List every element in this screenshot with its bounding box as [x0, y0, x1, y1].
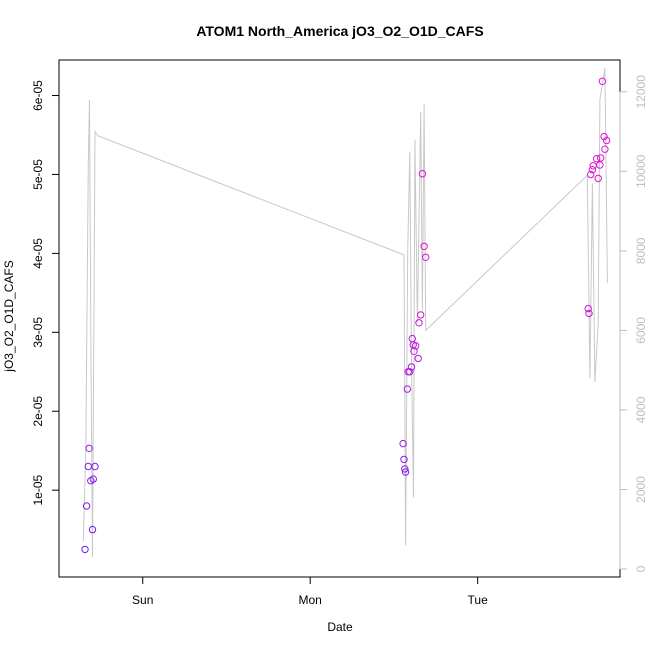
- data-point: [412, 342, 420, 350]
- data-point: [399, 439, 407, 448]
- data-point: [588, 166, 597, 174]
- data-point: [82, 502, 91, 510]
- altitude-line-series: [82, 67, 608, 558]
- y-tick-label: 3e-05: [31, 317, 45, 348]
- y-axis: 1e-05 2e-05 3e-05 4e-05 5e-05 6e-05: [31, 80, 60, 506]
- y-axis-label: jO3_O2_O1D_CAFS: [2, 260, 16, 372]
- data-point: [401, 468, 410, 476]
- data-point: [418, 170, 427, 178]
- y2-tick-label: 2000: [634, 476, 648, 503]
- data-point: [415, 319, 423, 327]
- y2-tick-label: 4000: [634, 396, 648, 423]
- data-point: [406, 368, 414, 376]
- data-point: [84, 462, 93, 471]
- y-tick-label: 4e-05: [31, 238, 45, 269]
- y-tick-label: 1e-05: [31, 475, 45, 506]
- data-point: [89, 475, 98, 483]
- y2-tick-label: 6000: [634, 317, 648, 344]
- data-point: [401, 465, 409, 473]
- altitude-line: [82, 67, 608, 558]
- data-point: [592, 155, 601, 163]
- data-point: [601, 145, 609, 153]
- x-tick-label: Tue: [468, 593, 489, 607]
- data-point: [600, 132, 608, 141]
- y2-tick-label: 0: [634, 565, 648, 572]
- chart-title: ATOM1 North_America jO3_O2_O1D_CAFS: [196, 23, 483, 39]
- data-point: [420, 242, 428, 251]
- data-point: [587, 170, 595, 179]
- data-point: [91, 462, 99, 471]
- data-point: [417, 311, 425, 319]
- y-tick-label: 5e-05: [31, 159, 45, 190]
- plot-area: [58, 59, 621, 578]
- points-series: [81, 77, 611, 554]
- data-point: [596, 161, 604, 169]
- data-point: [414, 354, 422, 363]
- data-point: [597, 154, 605, 162]
- plot-frame: [58, 59, 621, 578]
- data-point: [422, 253, 430, 261]
- data-point: [407, 363, 416, 371]
- y2-tick-label: 12000: [634, 75, 648, 109]
- data-point: [88, 525, 97, 534]
- data-point: [81, 545, 89, 554]
- x-axis-label: Date: [327, 620, 353, 634]
- y-tick-label: 6e-05: [31, 80, 45, 111]
- x-tick-label: Mon: [299, 593, 322, 607]
- x-axis: Sun Mon Tue: [132, 576, 489, 607]
- x-tick-label: Sun: [132, 593, 153, 607]
- data-point: [400, 455, 408, 464]
- y2-axis: 0 2000 4000 6000 8000 10000 12000: [619, 75, 648, 572]
- y2-tick-label: 8000: [634, 237, 648, 264]
- y2-tick-label: 10000: [634, 154, 648, 188]
- data-point: [403, 385, 411, 393]
- data-point: [602, 136, 611, 145]
- data-point: [589, 162, 597, 170]
- data-point: [584, 304, 592, 313]
- data-point: [585, 309, 593, 318]
- data-point: [85, 444, 93, 452]
- data-point: [594, 174, 602, 183]
- data-point: [598, 77, 607, 86]
- y-tick-label: 2e-05: [31, 396, 45, 427]
